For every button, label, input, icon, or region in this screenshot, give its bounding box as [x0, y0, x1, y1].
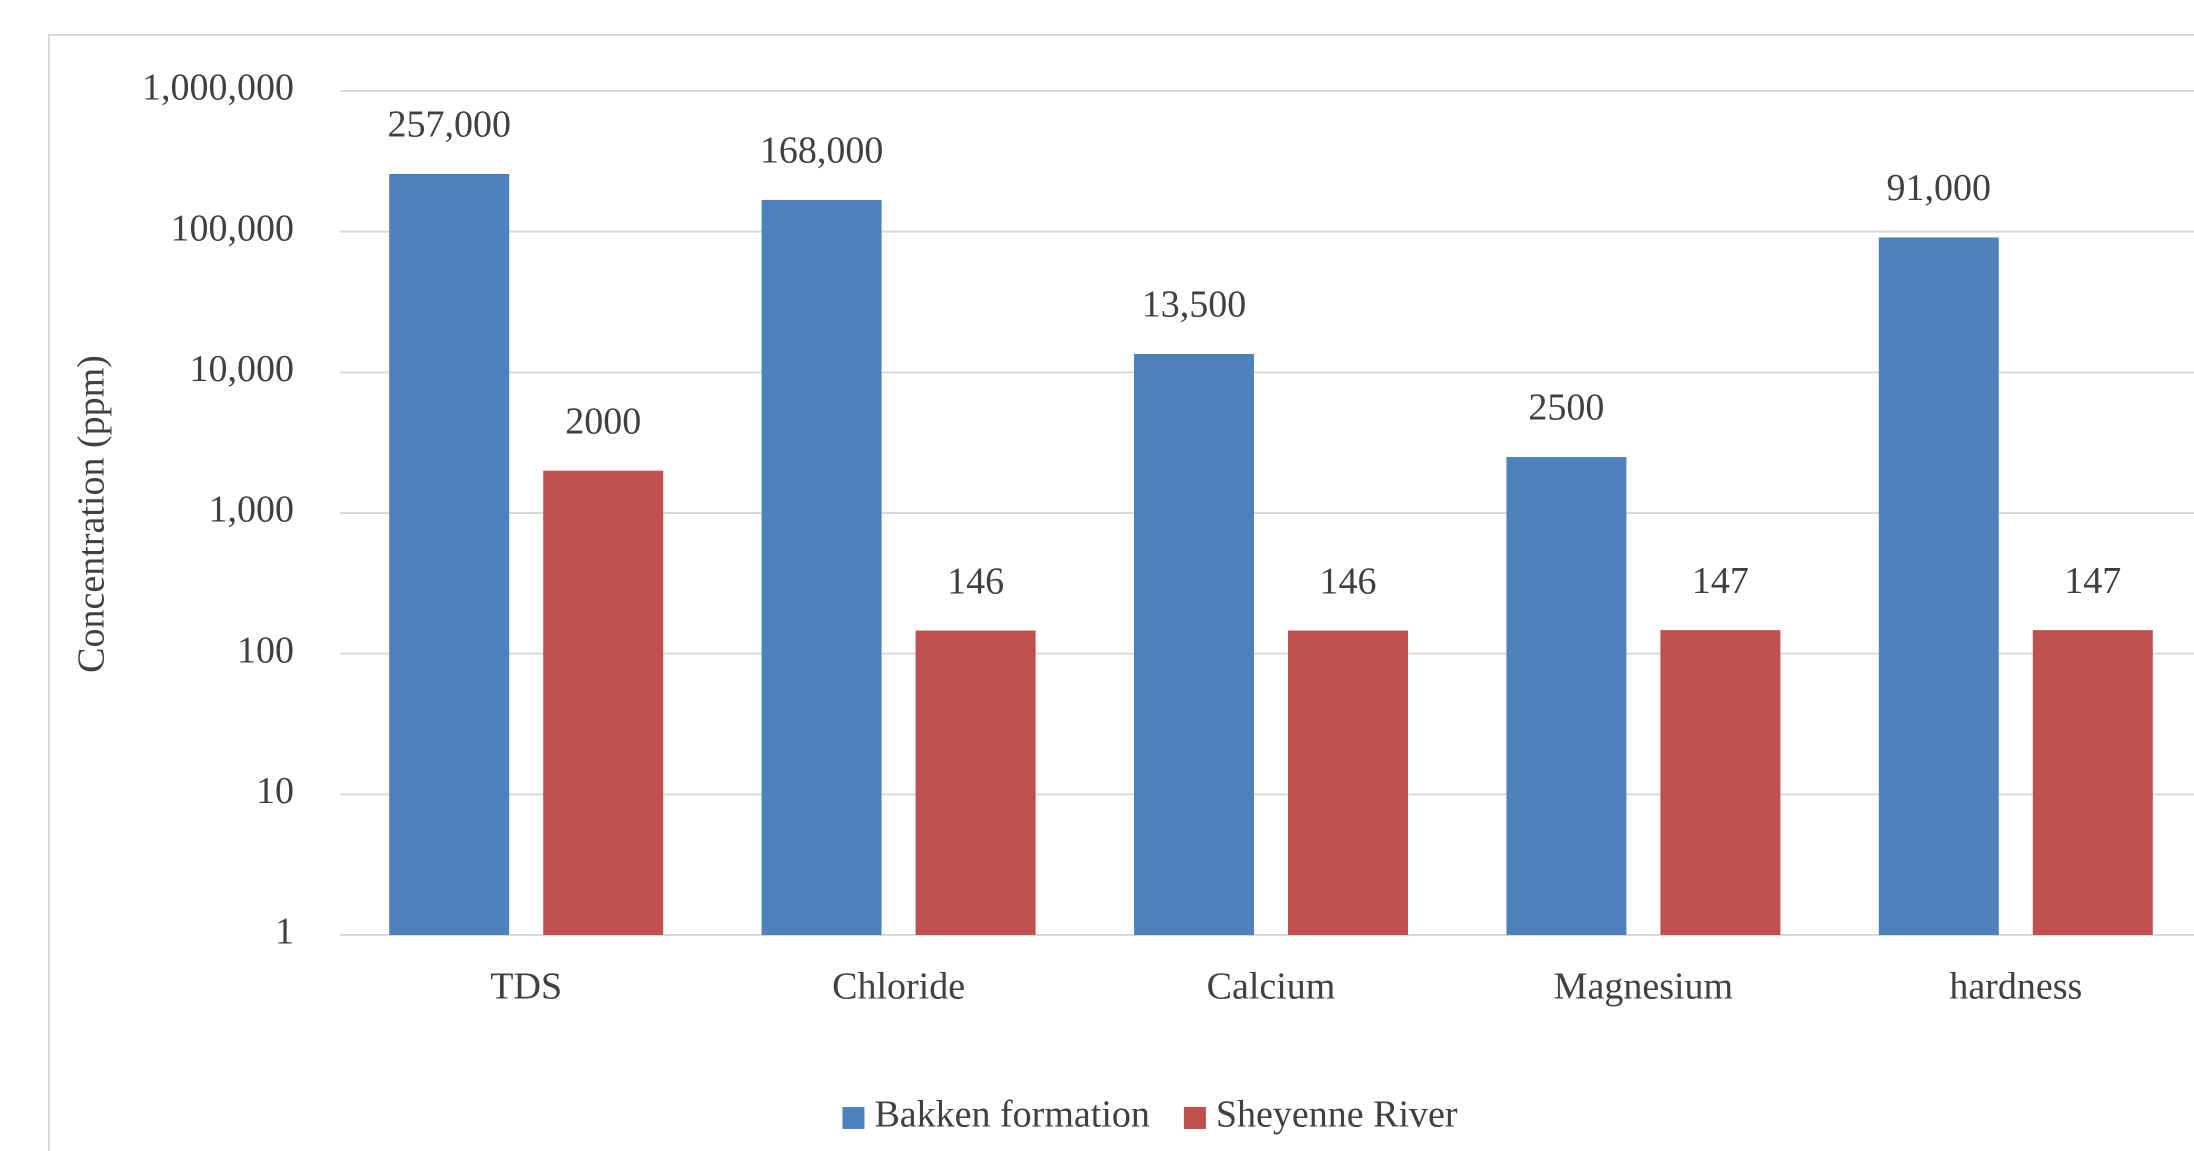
legend-label: Bakken formation	[874, 1094, 1149, 1136]
bar	[389, 174, 510, 935]
x-tick-label: TDS	[490, 966, 562, 1008]
bar	[761, 199, 882, 936]
bar	[1134, 353, 1254, 935]
y-tick-label: 1,000	[209, 489, 295, 531]
bar	[1660, 630, 1781, 935]
bar	[1288, 630, 1408, 935]
y-tick-label: 1,000,000	[142, 67, 294, 109]
x-tick-label: Magnesium	[1554, 966, 1733, 1008]
x-tick-label: Chloride	[832, 966, 965, 1008]
y-axis-title: Concentration (ppm)	[71, 355, 113, 673]
y-tick-label: 10,000	[190, 348, 295, 390]
chart-frame	[48, 34, 2194, 1151]
bar	[543, 470, 664, 935]
data-label: 147	[1692, 560, 1749, 602]
data-label: 91,000	[1887, 167, 1992, 209]
y-tick-label: 100	[237, 629, 294, 671]
data-label: 146	[947, 560, 1004, 602]
legend-swatch	[1183, 1107, 1206, 1129]
data-label: 168,000	[760, 130, 884, 172]
x-tick-label: hardness	[1949, 966, 2082, 1008]
bar	[1506, 457, 1627, 935]
legend-swatch	[842, 1107, 865, 1129]
bar	[915, 630, 1036, 935]
data-label: 2000	[565, 400, 641, 442]
bar	[1878, 237, 1999, 936]
data-label: 2500	[1528, 387, 1604, 429]
data-label: 147	[2064, 560, 2121, 602]
y-tick-label: 1	[275, 911, 294, 953]
y-tick-label: 100,000	[171, 207, 295, 249]
bar	[2032, 630, 2153, 935]
data-label: 257,000	[387, 104, 511, 146]
data-label: 146	[1320, 560, 1377, 602]
data-label: 13,500	[1142, 284, 1247, 326]
legend-label: Sheyenne River	[1216, 1094, 1458, 1136]
y-tick-label: 10	[256, 770, 294, 812]
x-tick-label: Calcium	[1207, 966, 1336, 1008]
